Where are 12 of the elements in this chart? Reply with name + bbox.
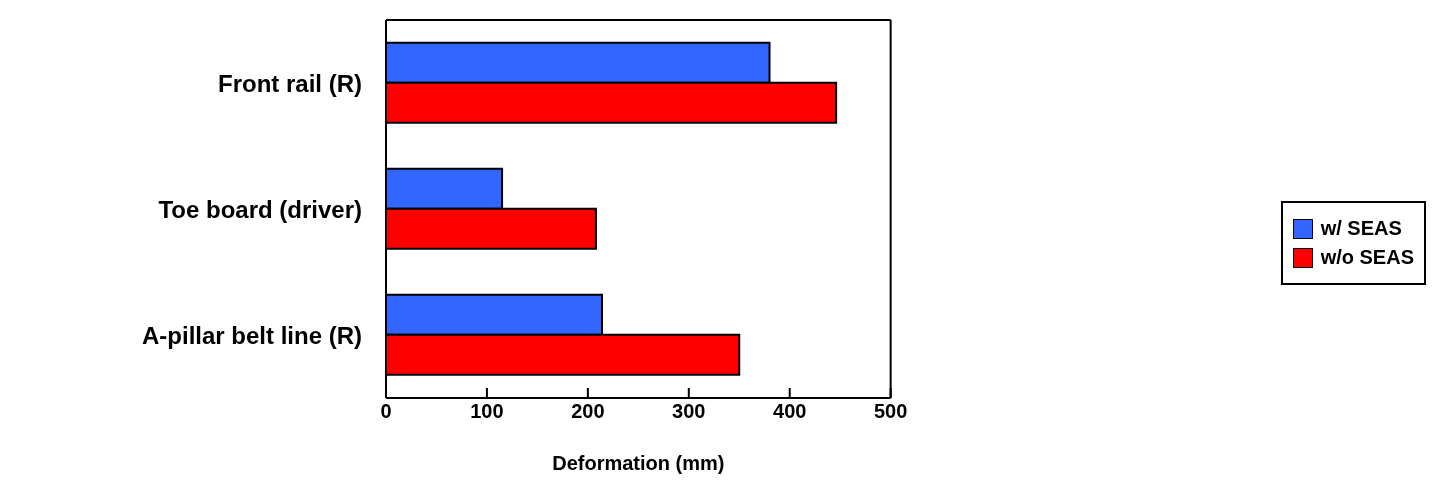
y-tick-label: Toe board (driver): [158, 195, 362, 223]
x-tick-label: 200: [571, 400, 605, 423]
x-tick-label: 0: [380, 400, 392, 423]
legend-label: w/ SEAS: [1320, 217, 1402, 240]
x-axis-title: Deformation (mm): [552, 452, 725, 474]
x-tick-label: 400: [773, 400, 807, 423]
x-tick-label: 100: [470, 400, 504, 423]
x-tick-label: 300: [672, 400, 706, 423]
y-tick-label: Front rail (R): [218, 69, 362, 97]
x-tick-label: 500: [873, 400, 908, 423]
y-tick-label: A-pillar belt line (R): [141, 321, 362, 349]
legend-label: w/o SEAS: [1320, 246, 1414, 269]
